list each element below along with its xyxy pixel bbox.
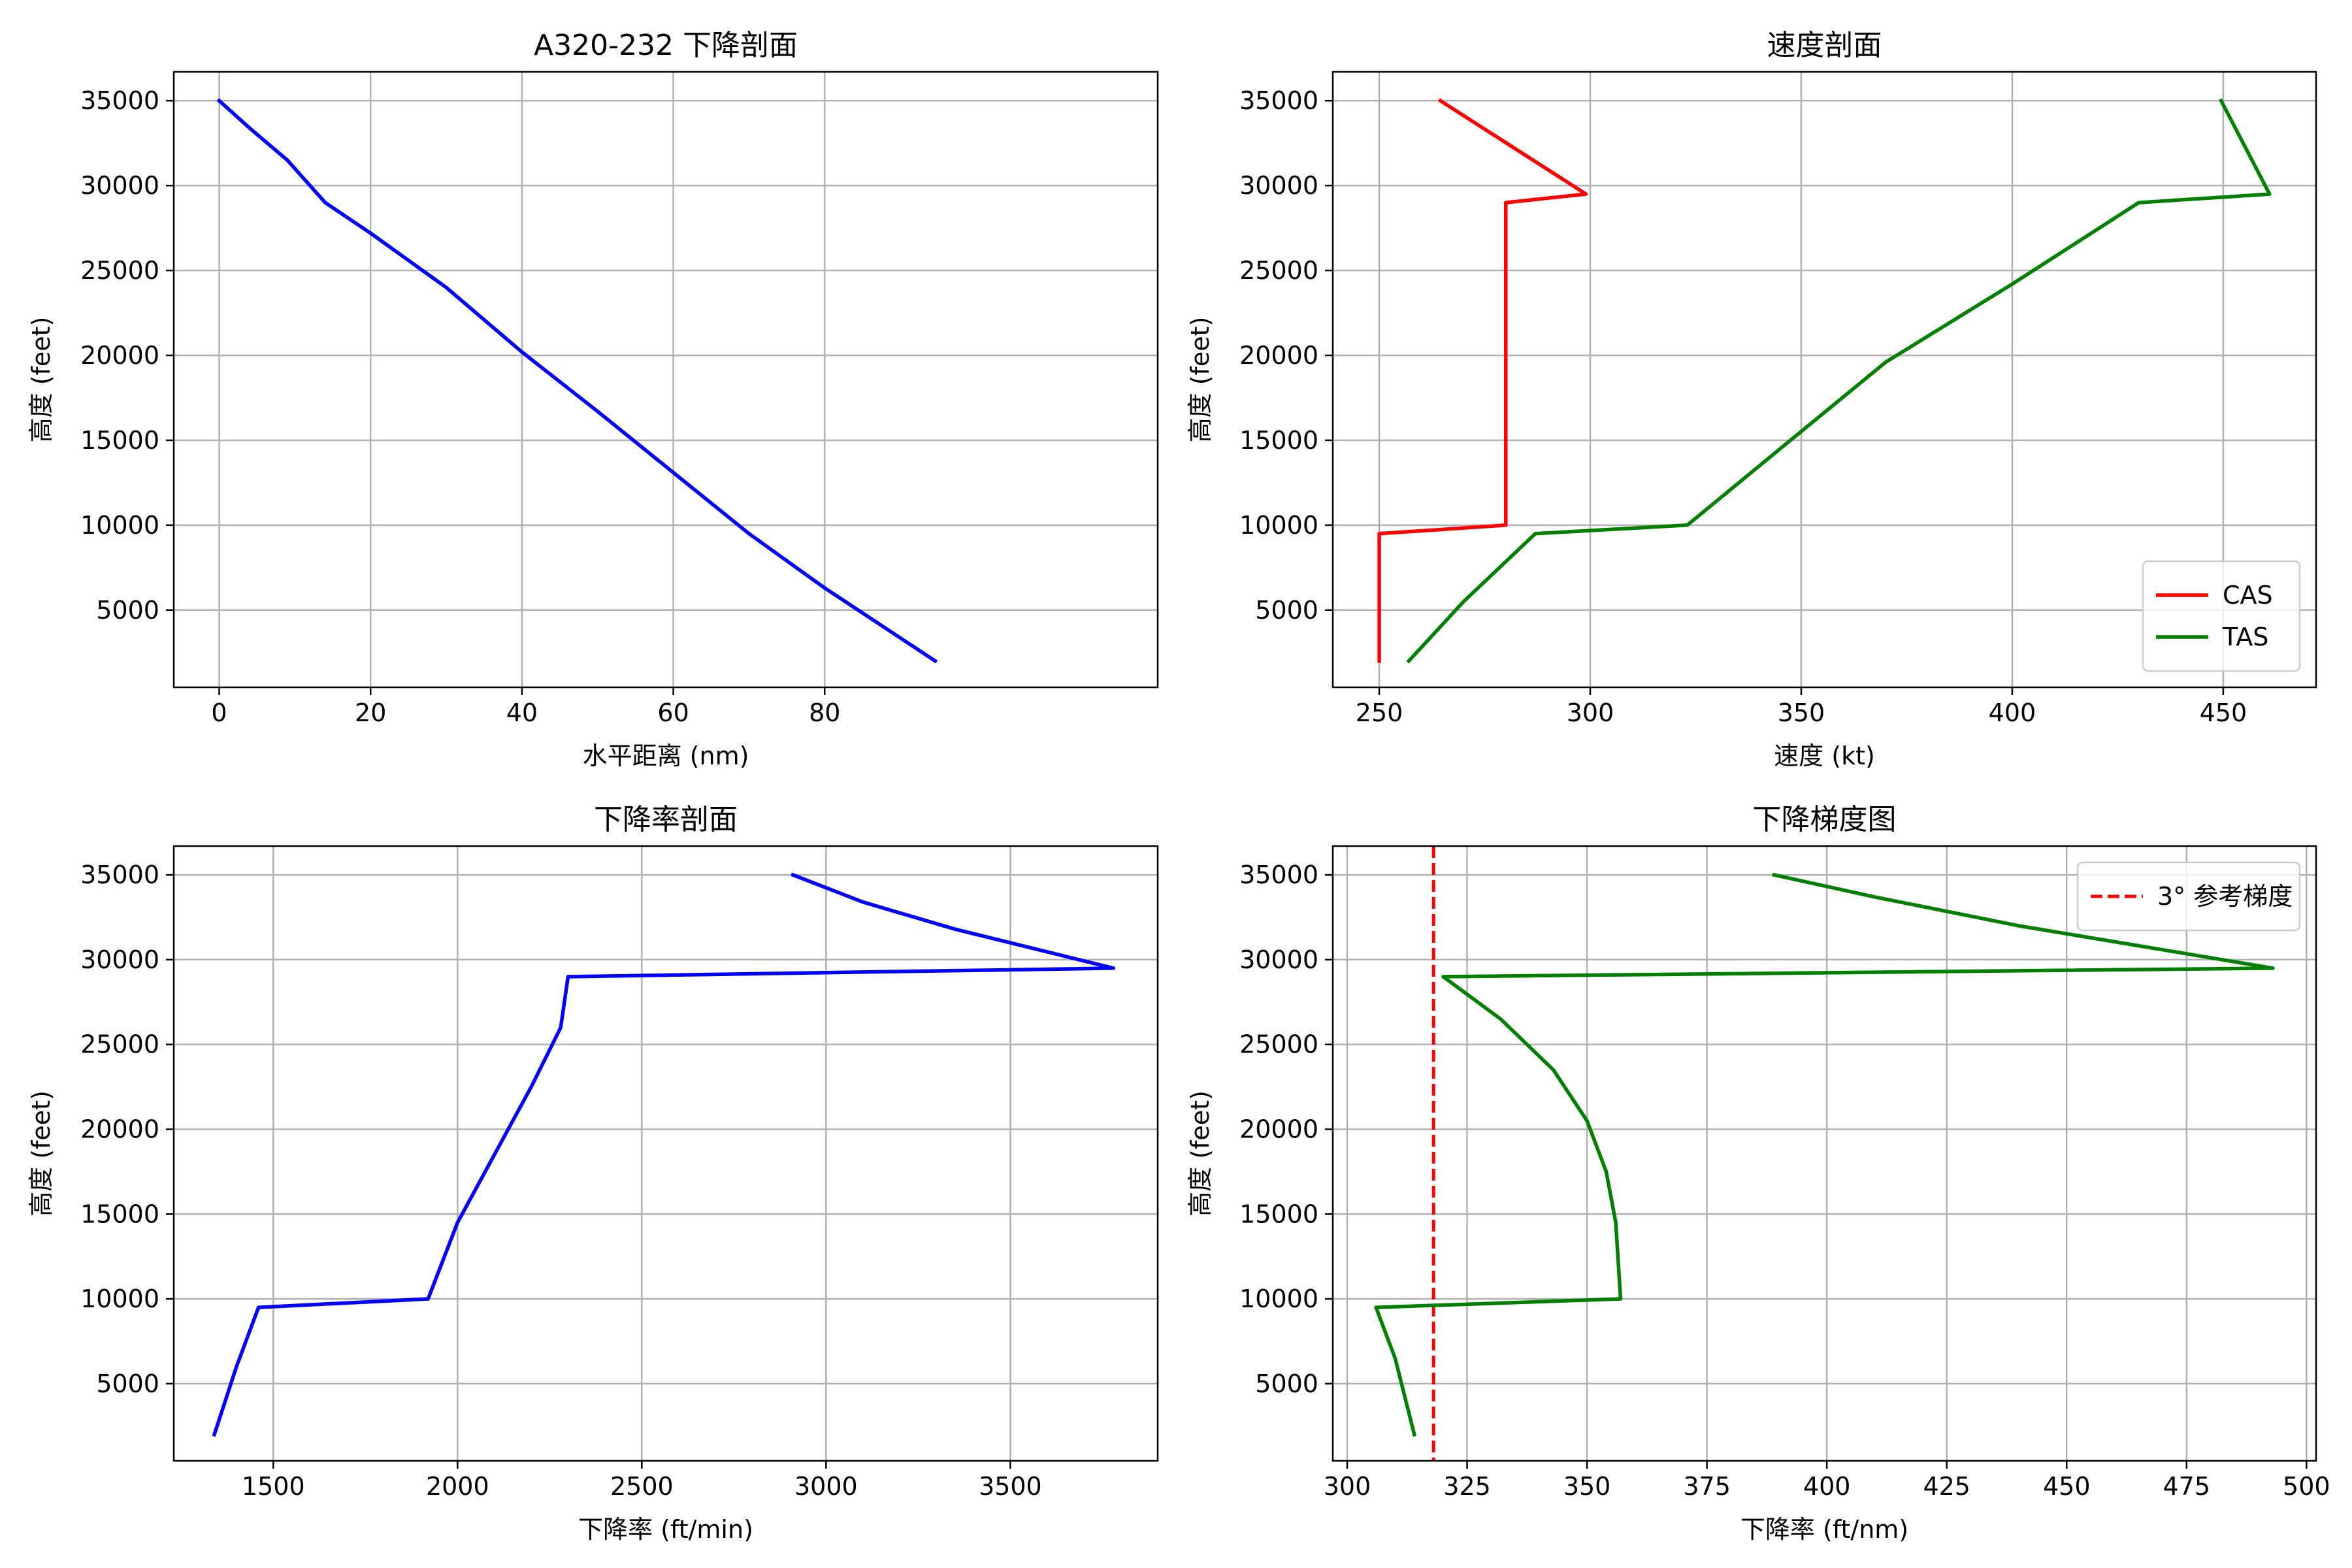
y-tick-label: 35000 [1239, 86, 1318, 115]
y-tick-label: 35000 [80, 860, 159, 889]
series-line-cas [1377, 98, 1588, 663]
y-tick-label: 25000 [1239, 256, 1318, 285]
y-tick-label: 30000 [80, 171, 159, 200]
y-tick-label: 15000 [80, 426, 159, 455]
x-tick-label: 475 [2163, 1472, 2211, 1501]
x-tick-label: 2000 [426, 1472, 489, 1501]
legend-label-tas: TAS [2222, 623, 2268, 651]
y-tick-label: 20000 [1239, 1115, 1318, 1144]
y-axis-label: 高度 (feet) [1186, 1090, 1215, 1217]
y-tick-label: 25000 [1239, 1030, 1318, 1059]
y-axis-label: 高度 (feet) [27, 317, 56, 443]
x-tick-label: 400 [1989, 698, 2036, 727]
y-tick-label: 30000 [1239, 171, 1318, 200]
legend: CAS TAS [2142, 560, 2301, 672]
series-line-gradient [1374, 872, 2275, 1437]
y-tick-label: 25000 [80, 1030, 159, 1059]
y-tick-label: 30000 [1239, 945, 1318, 974]
panel-profile: 0 20 40 60 80 5000 10000 15000 20000 25000 30000 35… [27, 29, 1159, 770]
y-tick-label: 15000 [1239, 1200, 1318, 1228]
x-axis-label: 下降率 (ft/min) [578, 1515, 753, 1544]
chart-title: A320-232 下降剖面 [534, 29, 798, 62]
y-tick-label: 30000 [80, 945, 159, 974]
chart-title: 速度剖面 [1767, 29, 1882, 62]
x-axis-label: 速度 (kt) [1774, 742, 1875, 770]
y-tick-label: 25000 [80, 256, 159, 285]
y-tick-label: 35000 [1239, 860, 1318, 889]
x-tick-label: 20 [355, 698, 386, 727]
chart-title: 下降梯度图 [1753, 803, 1897, 836]
y-tick-label: 5000 [1255, 596, 1318, 625]
y-tick-label: 20000 [1239, 341, 1318, 370]
x-tick-label: 250 [1356, 698, 1403, 727]
x-tick-label: 325 [1443, 1472, 1491, 1501]
y-tick-label: 20000 [80, 1115, 159, 1144]
y-axis-label: 高度 (feet) [27, 1090, 56, 1217]
axes-frame [1331, 845, 2317, 1462]
series-line-tas [1406, 98, 2272, 664]
x-axis-label: 水平距离 (nm) [583, 742, 749, 770]
panel-gradient: 300 325 350 375 400 425 450 475 500 5000 10000 1500… [1186, 803, 2330, 1544]
y-tick-label: 15000 [1239, 426, 1318, 455]
x-tick-label: 40 [506, 698, 538, 727]
series-line-rate [212, 872, 1116, 1437]
x-tick-label: 3500 [979, 1472, 1042, 1501]
legend-box [2142, 560, 2301, 672]
x-tick-label: 450 [2043, 1472, 2091, 1501]
axes-frame [1331, 71, 2317, 689]
legend-box [2076, 861, 2301, 932]
legend: 3° 参考梯度 [2076, 861, 2301, 932]
x-tick-label: 300 [1324, 1472, 1371, 1501]
y-tick-label: 5000 [96, 596, 159, 625]
x-tick-label: 80 [809, 698, 840, 727]
x-tick-label: 375 [1683, 1472, 1731, 1501]
x-tick-label: 3000 [794, 1472, 858, 1501]
x-tick-label: 2500 [610, 1472, 674, 1501]
x-tick-label: 300 [1567, 698, 1614, 727]
y-tick-label: 35000 [80, 86, 159, 115]
x-tick-label: 400 [1803, 1472, 1851, 1501]
x-tick-label: 0 [211, 698, 227, 727]
x-tick-label: 500 [2283, 1472, 2330, 1501]
x-tick-label: 350 [1563, 1472, 1611, 1501]
y-tick-label: 10000 [80, 511, 159, 540]
axes-frame [172, 845, 1159, 1462]
y-tick-label: 5000 [1255, 1369, 1318, 1398]
panel-speed: 250 300 350 400 450 5000 10000 15000 20000 25000 3… [1186, 29, 2317, 770]
y-tick-label: 15000 [80, 1200, 159, 1228]
y-tick-label: 5000 [96, 1369, 159, 1398]
x-axis-label: 下降率 (ft/nm) [1740, 1515, 1908, 1544]
panel-rate: 1500 2000 2500 3000 3500 5000 10000 15000 20000 2… [27, 803, 1159, 1544]
y-tick-label: 10000 [80, 1284, 159, 1313]
y-tick-label: 10000 [1239, 1284, 1318, 1313]
x-tick-label: 450 [2200, 698, 2247, 727]
x-tick-label: 60 [657, 698, 689, 727]
x-tick-label: 350 [1778, 698, 1825, 727]
series-line-profile [216, 98, 938, 664]
legend-label-cas: CAS [2223, 581, 2273, 610]
x-tick-label: 1500 [242, 1472, 305, 1501]
y-tick-label: 20000 [80, 341, 159, 370]
y-tick-label: 10000 [1239, 511, 1318, 540]
chart-title: 下降率剖面 [594, 803, 738, 836]
legend-label-reference: 3° 参考梯度 [2157, 882, 2293, 911]
x-tick-label: 425 [1923, 1472, 1970, 1501]
y-axis-label: 高度 (feet) [1186, 317, 1215, 443]
axes-frame [172, 71, 1159, 689]
